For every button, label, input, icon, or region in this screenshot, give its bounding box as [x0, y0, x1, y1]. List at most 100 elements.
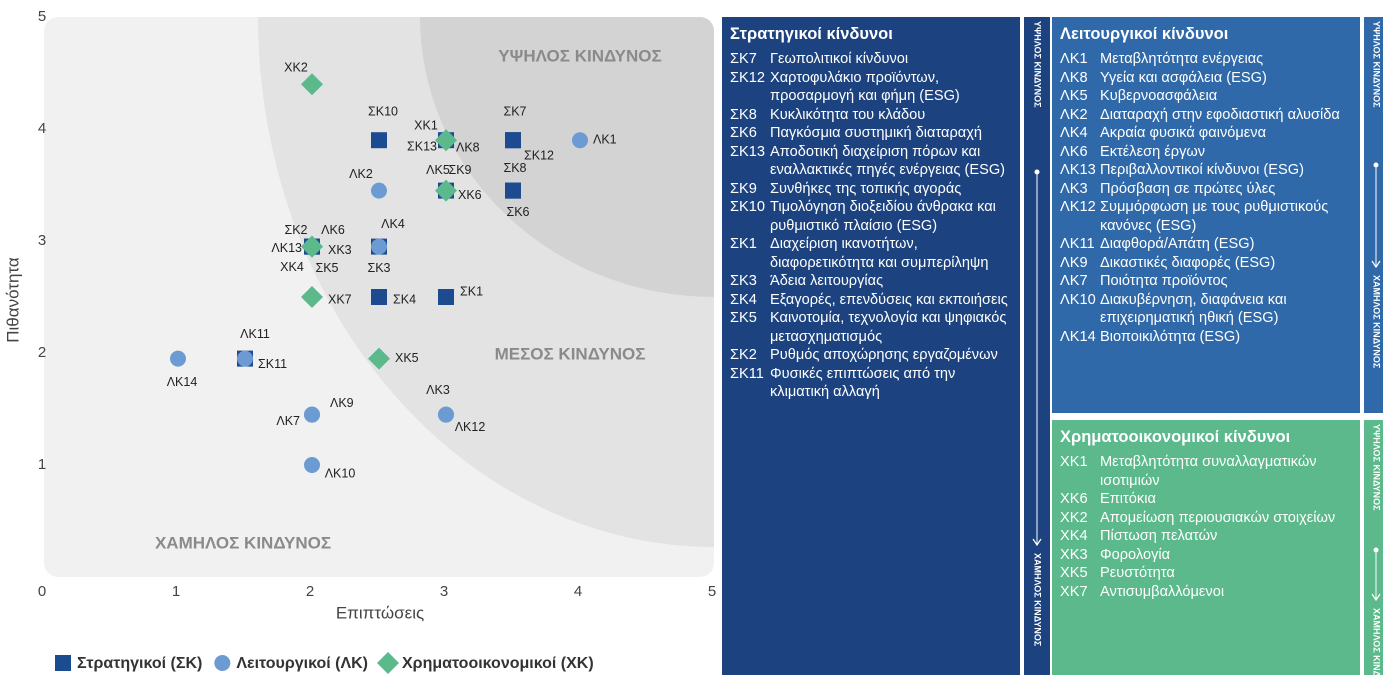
y-tick-label: 3	[38, 232, 46, 249]
item-text: Ρυθμός αποχώρησης εργαζομένων	[770, 347, 998, 363]
risk-strip: ΥΨΗΛΟΣ ΚΙΝΔΥΝΟΣ ΧΑΜΗΛΟΣ ΚΙΝΔΥΝΟΣ	[1364, 17, 1383, 413]
item-code: ΧΚ1	[1060, 454, 1088, 470]
strip-label: ΧΑΜΗΛΟΣ ΚΙΝΔΥΝΟΣ	[1372, 275, 1382, 369]
item-code: ΧΚ3	[1060, 546, 1088, 563]
item-code: ΛΚ10	[1060, 291, 1096, 308]
item-code: ΛΚ3	[1060, 180, 1088, 197]
item-text: Μεταβλητότητα συναλλαγματικών ισοτιμιών	[1100, 454, 1317, 489]
panel-item: ΛΚ10 Διακυβέρνηση, διαφάνεια και επιχειρη…	[1060, 291, 1352, 328]
item-text: Φυσικές επιπτώσεις από την κλιματική αλλ…	[770, 365, 956, 401]
point-label: ΛΚ8	[456, 140, 480, 154]
item-text: Διαφθορά/Απάτη (ESG)	[1100, 236, 1255, 252]
panel-item: ΣΚ3 Άδεια λειτουργίας	[730, 272, 1012, 291]
item-code: ΛΚ2	[1060, 106, 1088, 123]
item-code: ΧΚ2	[1060, 509, 1088, 526]
panel-item: ΧΚ4 Πίστωση πελατών	[1060, 527, 1352, 546]
point-label: ΛΚ1	[593, 132, 617, 146]
item-text: Μεταβλητότητα ενέργειας	[1100, 51, 1264, 67]
point-label: ΧΚ2	[284, 60, 308, 74]
point-label: ΛΚ5	[426, 163, 450, 177]
panel-item: ΧΚ1 Μεταβλητότητα συναλλαγματικών ισοτιμι…	[1060, 453, 1352, 490]
item-code: ΣΚ12	[730, 69, 765, 86]
item-code: ΣΚ1	[730, 236, 757, 252]
point-label: ΣΚ5	[315, 261, 338, 275]
item-text: Εκτέλεση έργων	[1100, 143, 1206, 160]
item-text: Επιτόκια	[1100, 491, 1156, 507]
item-text: Διαχείριση ικανοτήτων, διαφορετικότητα κ…	[770, 236, 989, 271]
circle-marker	[237, 350, 253, 367]
point-label: ΛΚ7	[276, 414, 300, 428]
panel-item: ΛΚ3 Πρόσβαση σε πρώτες ύλες	[1060, 180, 1352, 199]
risk-strip: ΥΨΗΛΟΣ ΚΙΝΔΥΝΟΣ ΧΑΜΗΛΟΣ ΚΙΝΔΥΝΟΣ	[1024, 17, 1050, 675]
panel-item: ΣΚ1 Διαχείριση ικανοτήτων, διαφορετικότητ…	[730, 235, 1012, 272]
panel-item: ΛΚ12 Συμμόρφωση με τους ρυθμιστικούς κανό…	[1060, 198, 1352, 235]
point-label: ΣΚ2	[284, 223, 307, 237]
panel-item: ΛΚ6 Εκτέλεση έργων	[1060, 143, 1352, 162]
item-text: Εξαγορές, επενδύσεις και εκποιήσεις	[770, 291, 1008, 308]
item-text: Παγκόσμια συστημική διαταραχή	[770, 125, 982, 141]
circle-marker	[304, 457, 320, 473]
panel-item: ΣΚ10 Τιμολόγηση διοξειδίου άνθρακα και ρυ…	[730, 198, 1012, 235]
item-text: Συνθήκες της τοπικής αγοράς	[770, 180, 962, 197]
item-code: ΣΚ9	[730, 180, 757, 197]
item-text: Πίστωση πελατών	[1100, 528, 1218, 544]
high-zone	[420, 17, 714, 297]
panel-item: ΣΚ13 Αποδοτική διαχείριση πόρων και εναλλ…	[730, 143, 1012, 180]
item-text: Κυβερνοασφάλεια	[1100, 88, 1218, 104]
square-marker	[505, 182, 521, 199]
circle-marker	[572, 132, 588, 149]
point-label: ΧΚ1	[414, 118, 438, 132]
item-text: Διαταραχή στην εφοδιαστική αλυσίδα	[1100, 106, 1340, 123]
circle-marker	[214, 655, 231, 671]
panel-item: ΣΚ5 Καινοτομία, τεχνολογία και ψηφιακός μ…	[730, 309, 1012, 346]
item-code: ΛΚ13	[1060, 162, 1096, 178]
point-label: ΧΚ5	[395, 351, 419, 365]
strip-label: ΥΨΗΛΟΣ ΚΙΝΔΥΝΟΣ	[1372, 21, 1382, 108]
square-marker	[55, 655, 71, 671]
strip-bg	[1364, 420, 1383, 675]
point-label: ΣΚ8	[503, 161, 526, 175]
item-text: Γεωπολιτικοί κίνδυνοι	[770, 51, 909, 67]
zone-label: ΥΨΗΛΟΣ ΚΙΝΔΥΝΟΣ	[498, 46, 661, 65]
item-code: ΛΚ14	[1060, 328, 1096, 345]
legend-label: Λειτουργικοί (ΛΚ)	[236, 655, 368, 672]
risk-panel: Στρατηγικοί κίνδυνοι ΣΚ7 Γεωπολιτικοί κίνδ…	[722, 17, 1020, 675]
diamond-marker	[377, 652, 399, 674]
item-text: Ποιότητα προϊόντος	[1100, 273, 1228, 289]
item-code: ΛΚ6	[1060, 143, 1088, 160]
item-text: Περιβαλλοντικοί κίνδυνοι (ESG)	[1100, 162, 1304, 178]
item-code: ΛΚ8	[1060, 69, 1088, 86]
legend-label: Χρηματοοικονομικοί (ΧΚ)	[402, 655, 594, 672]
strip-label: ΧΑΜΗΛΟΣ ΚΙΝΔΥΝΟΣ	[1372, 608, 1382, 675]
x-tick-label: 0	[38, 583, 46, 600]
panel-item: ΛΚ7 Ποιότητα προϊόντος	[1060, 272, 1352, 291]
square-marker	[371, 289, 387, 305]
item-code: ΣΚ3	[730, 273, 757, 289]
item-code: ΣΚ2	[730, 347, 757, 363]
item-code: ΣΚ7	[730, 51, 757, 67]
zone-label: ΜΕΣΟΣ ΚΙΝΔΥΝΟΣ	[495, 344, 646, 363]
panel-item: ΣΚ7 Γεωπολιτικοί κίνδυνοι	[730, 50, 1012, 69]
series: ΧΚ2 ΧΚ1 ΧΚ6 ΧΚ3 ΧΚ4 ΧΚ7 ΧΚ5	[280, 60, 482, 370]
panel-title: Λειτουργικοί κίνδυνοι	[1060, 25, 1229, 43]
item-text: Χαρτοφυλάκιο προϊόντων, προσαρμογή και φ…	[770, 69, 960, 105]
item-text: Βιοποικιλότητα (ESG)	[1100, 328, 1241, 345]
x-tick-label: 5	[708, 583, 716, 600]
panel-item: ΛΚ9 Δικαστικές διαφορές (ESG)	[1060, 254, 1352, 273]
strip-label: ΥΨΗΛΟΣ ΚΙΝΔΥΝΟΣ	[1372, 424, 1382, 511]
panel-item: ΣΚ11 Φυσικές επιπτώσεις από την κλιματική…	[730, 365, 1012, 402]
zone-label: ΧΑΜΗΛΟΣ ΚΙΝΔΥΝΟΣ	[155, 533, 331, 552]
x-tick-label: 3	[440, 583, 448, 600]
item-code: ΣΚ6	[730, 125, 757, 141]
diamond-marker	[368, 347, 390, 370]
item-text: Τιμολόγηση διοξειδίου άνθρακα και ρυθμισ…	[770, 199, 996, 234]
item-text: Πρόσβαση σε πρώτες ύλες	[1100, 180, 1276, 197]
risk-strip: ΥΨΗΛΟΣ ΚΙΝΔΥΝΟΣ ΧΑΜΗΛΟΣ ΚΙΝΔΥΝΟΣ	[1364, 420, 1383, 675]
y-axis-label: Πιθανότητα	[3, 257, 22, 343]
panel-item: ΛΚ2 Διαταραχή στην εφοδιαστική αλυσίδα	[1060, 106, 1352, 125]
item-code: ΛΚ11	[1060, 236, 1095, 252]
item-text: Αποδοτική διαχείριση πόρων και εναλλακτι…	[770, 143, 1006, 179]
diamond-marker	[301, 235, 323, 258]
panel-item: ΛΚ14 Βιοποικιλότητα (ESG)	[1060, 328, 1352, 347]
panel-item: ΧΚ3 Φορολογία	[1060, 546, 1352, 565]
